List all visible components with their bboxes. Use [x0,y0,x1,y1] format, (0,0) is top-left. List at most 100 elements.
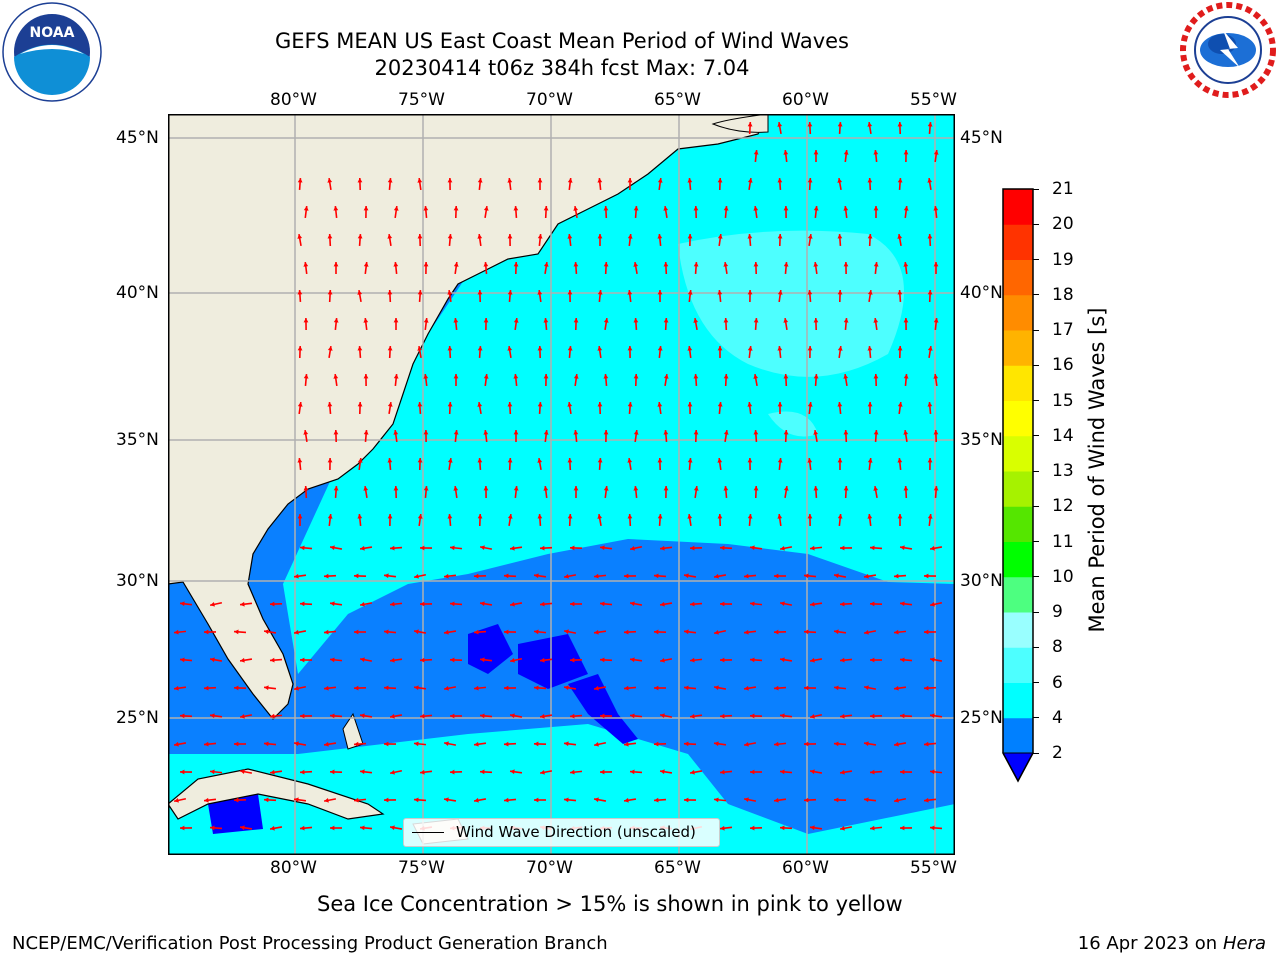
wind-arrow-head [483,374,489,379]
wind-arrow-head [897,290,903,295]
wind-arrow-head [447,458,453,463]
wind-arrow-head [747,234,753,239]
wind-arrow-head [774,573,779,579]
wind-arrow-head [927,514,933,519]
wind-arrow-head [414,797,419,803]
wind-arrow-head [597,234,603,239]
wind-arrow-head [483,318,489,323]
wind-arrow-head [663,206,669,211]
wind-arrow-head [354,685,359,691]
wind-arrow-head [240,769,245,775]
wind-arrow-head [474,685,479,691]
wind-arrow-head [783,150,789,155]
wind-arrow-head [240,825,245,831]
colorbar-tick-mark [1033,541,1039,542]
wind-arrow-head [297,402,303,407]
wind-arrow-head [753,374,759,379]
wind-arrow-head [543,430,549,435]
wind-arrow-head [690,713,695,719]
wind-arrow-head [813,430,819,435]
wind-arrow-head [720,713,725,719]
wind-arrow-head [537,346,543,351]
wind-arrow-head [453,262,459,267]
wind-arrow-head [294,797,299,803]
wind-arrow-head [780,657,785,663]
wind-arrow-head [663,430,669,435]
wind-arrow-head [270,769,275,775]
wind-arrow-head [870,825,875,831]
wind-arrow-head [684,685,689,691]
wind-arrow-head [774,797,779,803]
wind-arrow-head [894,629,899,635]
wind-arrow-head [900,545,905,551]
wind-arrow-head [867,346,873,351]
wind-arrow-head [327,458,333,463]
wind-arrow-head [597,458,603,463]
wind-arrow-head [684,573,689,579]
wind-arrow-head [693,262,699,267]
wind-arrow-head [270,713,275,719]
footer-date: 16 Apr 2023 on [1077,933,1218,954]
wind-arrow-head [723,374,729,379]
wind-arrow-head [354,797,359,803]
wind-arrow-head [753,262,759,267]
wind-arrow-head [537,458,543,463]
wind-arrow-head [873,262,879,267]
colorbar-tick-mark [1033,188,1039,190]
wind-arrow-head [783,430,789,435]
wind-arrow-head [303,374,309,379]
wind-arrow-head [687,514,693,519]
wind-arrow-head [354,741,359,747]
colorbar-tick-label: 18 [1052,284,1074,305]
wind-arrow-head [930,713,935,719]
wind-arrow-head [543,262,549,267]
wind-arrow-head [843,318,849,323]
wind-arrow-head [693,430,699,435]
wind-arrow-head [504,741,509,747]
wind-arrow-head [774,685,779,691]
colorbar-tick-label: 8 [1052,637,1063,658]
wind-arrow-head [540,545,545,551]
wind-arrow-head [744,685,749,691]
wind-arrow-head [927,458,933,463]
footer-right: 16 Apr 2023 on Hera [1078,933,1266,955]
sea-ice-note: Sea Ice Concentration > 15% is shown in … [317,892,903,916]
wind-arrow-head [903,206,909,211]
wind-arrow-head [357,458,363,463]
wind-arrow-head [570,657,575,663]
wind-arrow-head [657,458,663,463]
title-line2: 20230414 t06z 384h fcst Max: 7.04 [374,56,750,80]
wind-arrow-head [204,741,209,747]
colorbar-tick-mark [1033,329,1039,331]
wind-arrow-head [174,741,179,747]
wind-arrow-head [750,769,755,775]
wind-arrow-head [807,122,813,127]
wind-arrow-head [813,150,819,155]
wind-arrow-head [603,430,609,435]
colorbar-tick-label: 21 [1052,179,1074,199]
wind-arrow-head [180,713,185,719]
wind-arrow-head [570,601,575,607]
wind-arrow-head [357,290,363,295]
wind-arrow-head [654,629,659,635]
wind-arrow-head [903,318,909,323]
wind-arrow-head [897,234,903,239]
wind-arrow-head [633,206,639,211]
lon-label-top: 70°W [526,90,573,110]
wind-arrow-head [423,318,429,323]
wind-arrow-head [420,601,425,607]
legend-line-icon [412,832,444,833]
wind-arrow-head [303,318,309,323]
wind-arrow-head [573,262,579,267]
wind-arrow-head [297,346,303,351]
wind-arrow-head [744,629,749,635]
wind-arrow-head [303,262,309,267]
wind-arrow-head [807,234,813,239]
wind-arrow-head [294,741,299,747]
nws-logo [1178,0,1278,100]
wind-arrow-head [933,318,939,323]
wind-arrow-head [777,514,783,519]
wind-arrow-head [504,797,509,803]
wind-arrow-head [837,234,843,239]
wind-arrow-head [663,262,669,267]
